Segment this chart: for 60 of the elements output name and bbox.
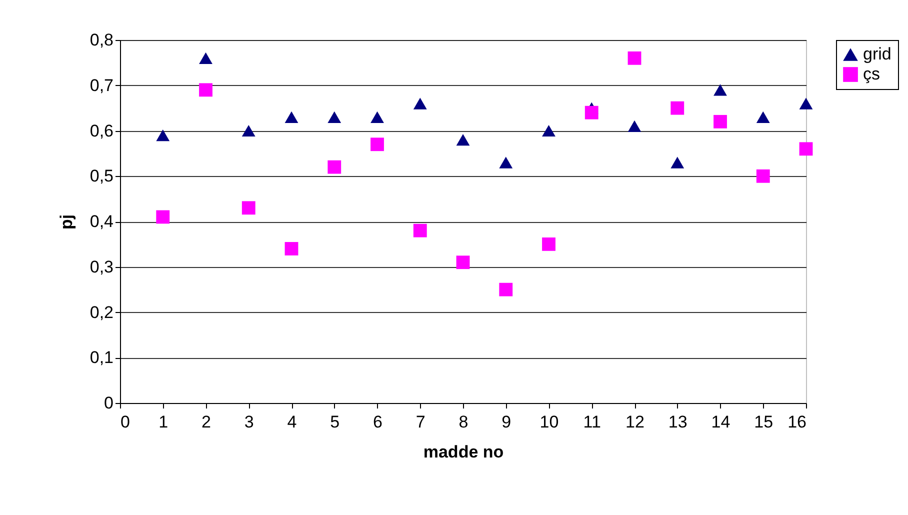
x-tick-label: 1: [158, 412, 168, 432]
point: [628, 51, 642, 65]
y-tick-label: 0: [104, 394, 114, 412]
legend-label: grid: [863, 44, 892, 64]
y-tick-label: 0,4: [90, 212, 114, 231]
x-tick-label: 3: [244, 412, 254, 432]
point: [670, 101, 684, 115]
x-axis-title: madde no: [423, 442, 504, 462]
point: [756, 111, 770, 123]
x-tick-label: 11: [583, 412, 601, 432]
point: [499, 156, 513, 168]
x-tick-label: 12: [626, 412, 644, 432]
y-tick-label: 0,8: [90, 30, 114, 50]
point: [714, 84, 727, 96]
point: [328, 111, 342, 123]
point: [413, 98, 427, 110]
x-tick-label: 13: [668, 412, 688, 432]
point: [370, 111, 384, 123]
x-tick-label: 16: [788, 412, 806, 432]
x-tick-label: 14: [711, 412, 730, 432]
y-tick-label: 0,3: [90, 257, 114, 276]
point: [242, 201, 256, 215]
y-tick-label: 0,5: [90, 166, 114, 186]
point: [156, 129, 170, 142]
point: [328, 160, 342, 174]
x-tick-label: 4: [287, 412, 297, 432]
point: [456, 134, 470, 146]
point: [370, 138, 384, 152]
y-tick-label: 0,6: [90, 121, 114, 140]
point: [799, 142, 813, 156]
x-tick-label: 6: [373, 412, 382, 432]
point: [413, 224, 427, 238]
x-tick-label: 9: [502, 412, 512, 432]
x-tick-label: 7: [416, 412, 426, 432]
point: [628, 120, 642, 132]
point: [756, 169, 770, 183]
point: [199, 83, 212, 97]
point: [499, 282, 513, 296]
point: [156, 210, 170, 224]
x-tick-label: 0: [120, 412, 130, 432]
point: [542, 237, 556, 251]
point: [199, 52, 212, 64]
point: [714, 114, 727, 128]
point: [242, 124, 256, 137]
x-tick-label: 15: [754, 412, 774, 432]
point: [799, 98, 813, 110]
x-tick-label: 10: [540, 412, 559, 432]
y-axis-title: pj: [56, 214, 76, 230]
y-tick-label: 0,7: [90, 76, 114, 95]
point: [542, 124, 556, 137]
legend-label: çs: [863, 64, 880, 84]
y-tick-label: 0,2: [90, 302, 114, 322]
point: [456, 256, 470, 270]
x-tick-label: 2: [202, 412, 211, 432]
x-tick-label: 8: [458, 412, 468, 432]
x-tick-label: 5: [330, 412, 340, 432]
point: [284, 242, 298, 256]
point: [284, 111, 298, 123]
y-tick-label: 0,1: [90, 348, 114, 368]
point: [670, 156, 684, 168]
